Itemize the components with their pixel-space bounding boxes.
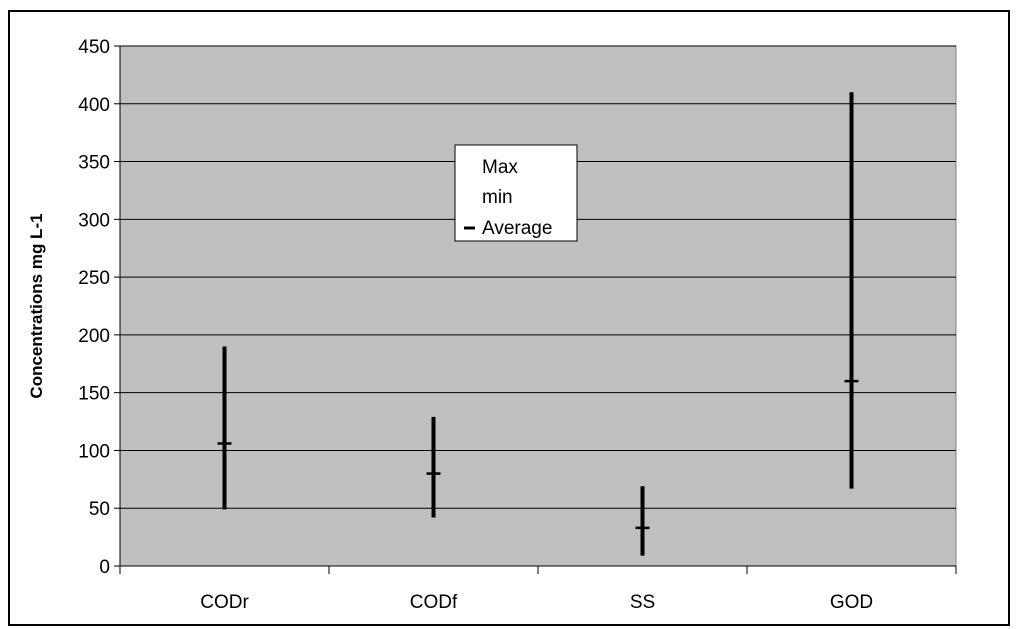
- legend: Max min Average: [454, 144, 578, 242]
- y-axis-title: Concentrations mg L-1: [27, 213, 46, 398]
- plot-area: [119, 45, 957, 567]
- y-tick-label-150: 150: [78, 384, 110, 405]
- y-tick-label-300: 300: [78, 210, 110, 231]
- legend-label-average: Average: [482, 218, 552, 239]
- y-tick-label-200: 200: [78, 326, 110, 347]
- y-tick-label-250: 250: [78, 268, 110, 289]
- legend-label-min: min: [482, 187, 513, 208]
- y-tick-label-450: 450: [78, 37, 110, 58]
- x-tick-label-ss: SS: [630, 592, 655, 613]
- x-tick-label-codr: CODr: [200, 592, 249, 613]
- x-tick-label-codf: CODf: [410, 592, 458, 613]
- y-tick-label-350: 350: [78, 153, 110, 174]
- x-axis: CODr CODf SS GOD: [119, 565, 957, 613]
- legend-label-max: Max: [482, 157, 518, 178]
- y-axis: 0 50 100 150 200 250 300 350 400 450: [78, 37, 121, 578]
- y-tick-label-100: 100: [78, 441, 110, 462]
- y-tick-label-50: 50: [89, 499, 110, 520]
- y-tick-label-400: 400: [78, 95, 110, 116]
- legend-box: [454, 144, 578, 242]
- x-tick-label-god: GOD: [830, 592, 873, 613]
- series-marks: [217, 92, 859, 556]
- y-tick-label-0: 0: [99, 557, 110, 578]
